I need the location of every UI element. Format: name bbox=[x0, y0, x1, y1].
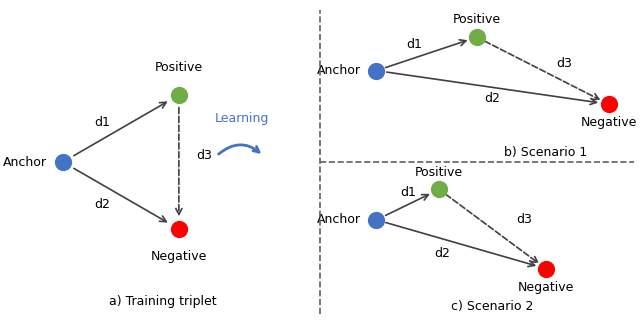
Text: d3: d3 bbox=[557, 56, 573, 70]
Text: Anchor: Anchor bbox=[317, 214, 361, 226]
Text: a) Training triplet: a) Training triplet bbox=[109, 295, 217, 308]
Text: Negative: Negative bbox=[150, 250, 207, 263]
Text: d2: d2 bbox=[435, 247, 451, 260]
Point bbox=[541, 266, 551, 271]
Text: Positive: Positive bbox=[415, 166, 463, 179]
Text: Anchor: Anchor bbox=[317, 64, 361, 77]
Point bbox=[371, 68, 381, 73]
Text: b) Scenario 1: b) Scenario 1 bbox=[504, 146, 588, 159]
Point bbox=[371, 217, 381, 223]
Text: d1: d1 bbox=[400, 186, 416, 199]
Text: d2: d2 bbox=[94, 198, 110, 211]
Text: c) Scenario 2: c) Scenario 2 bbox=[451, 300, 534, 313]
Point bbox=[434, 187, 444, 192]
Text: Positive: Positive bbox=[452, 14, 501, 27]
Text: d1: d1 bbox=[94, 116, 110, 129]
Point bbox=[604, 101, 614, 107]
Text: Learning: Learning bbox=[214, 112, 269, 125]
Text: d1: d1 bbox=[406, 38, 422, 51]
Point bbox=[174, 92, 184, 98]
Text: Positive: Positive bbox=[155, 61, 203, 74]
Point bbox=[174, 226, 184, 232]
Point bbox=[472, 35, 482, 40]
Text: Negative: Negative bbox=[518, 281, 574, 294]
Text: Negative: Negative bbox=[580, 116, 637, 129]
Text: d2: d2 bbox=[484, 92, 500, 105]
Point bbox=[58, 159, 68, 165]
Text: d3: d3 bbox=[516, 214, 532, 226]
Text: d3: d3 bbox=[196, 149, 212, 162]
Text: Anchor: Anchor bbox=[3, 156, 47, 168]
